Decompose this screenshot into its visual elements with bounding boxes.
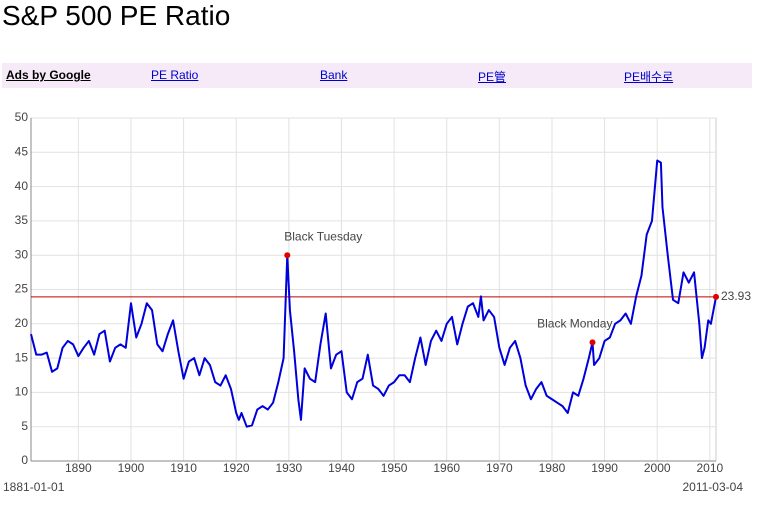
y-tick-label: 10 [15,385,29,399]
x-tick-label: 1890 [65,461,92,475]
x-tick-label: 1900 [118,461,145,475]
ad-link[interactable]: PE管 [478,70,507,84]
annotation-marker [284,252,291,259]
y-tick-label: 0 [21,453,28,467]
x-tick-label: 1930 [276,461,303,475]
page-title: S&P 500 PE Ratio [2,0,231,31]
y-tick-label: 40 [15,179,29,193]
y-tick-label: 25 [15,282,29,296]
x-tick-label: 1910 [170,461,197,475]
y-tick-label: 35 [15,213,29,227]
ads-bar: Ads by Google PE Ratio Bank PE管 PE배수로 [2,63,752,88]
x-tick-label: 1920 [223,461,250,475]
ads-label[interactable]: Ads by Google [6,68,91,82]
x-tick-label: 1940 [328,461,355,475]
x-end-label: 2011-03-04 [683,480,744,494]
x-tick-label: 2000 [644,461,671,475]
reference-marker [713,293,719,300]
y-tick-label: 45 [15,144,29,158]
annotation-marker [589,339,596,346]
x-start-label: 1881-01-01 [3,480,65,494]
x-tick-label: 1990 [591,461,618,475]
reference-label: 23.93 [721,289,751,303]
annotation-label: Black Tuesday [284,229,362,243]
series-line [30,159,717,428]
y-tick-label: 5 [21,419,28,433]
ad-link[interactable]: PE배수로 [624,70,674,84]
y-tick-label: 15 [15,350,29,364]
x-tick-label: 1970 [486,461,513,475]
y-tick-label: 20 [15,316,29,330]
y-tick-label: 30 [15,247,29,261]
annotation-label: Black Monday [537,316,612,330]
x-tick-label: 1960 [433,461,460,475]
x-tick-label: 1980 [539,461,566,475]
y-tick-label: 50 [15,110,29,124]
x-tick-label: 1950 [381,461,408,475]
ad-link[interactable]: PE Ratio [151,68,199,82]
chart: 0 5 10 15 20 25 30 35 40 45 50 1890 1900 1910 1920 1930… [3,110,751,494]
ad-link[interactable]: Bank [320,68,348,82]
x-tick-label: 2010 [696,461,723,475]
